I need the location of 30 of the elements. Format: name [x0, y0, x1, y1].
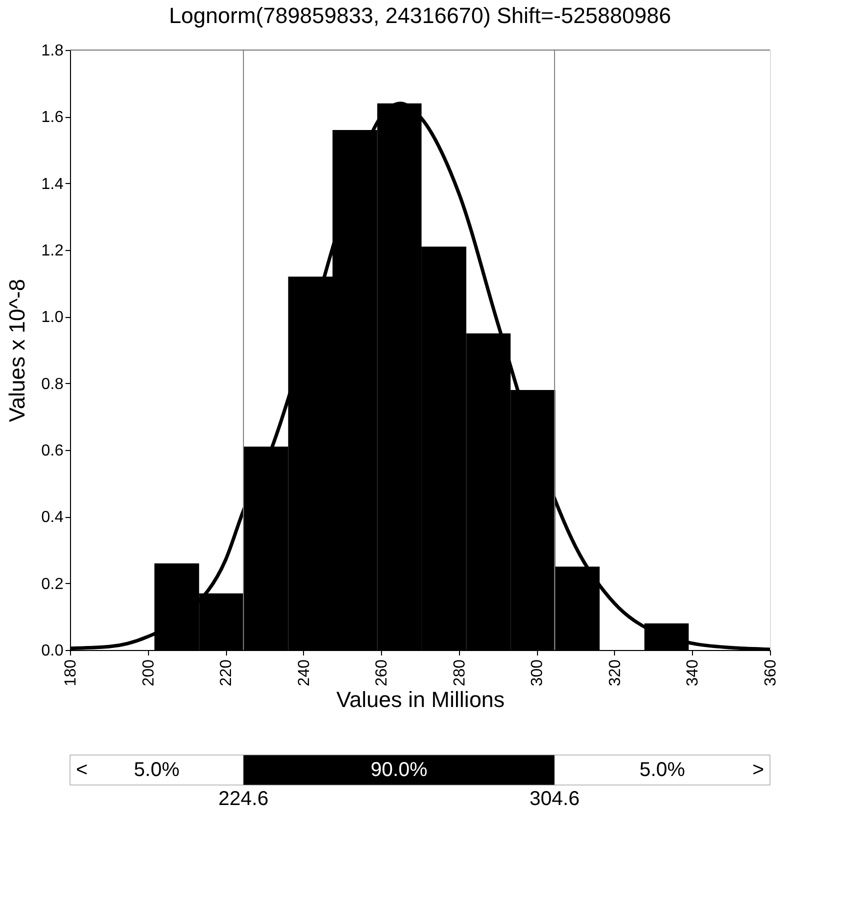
x-tick-label: 200 — [140, 659, 158, 686]
text: 304.6 — [530, 788, 580, 810]
x-tick-label: 220 — [218, 659, 236, 686]
text: 5.0% — [639, 759, 686, 781]
y-tick-label: 0.4 — [41, 509, 64, 526]
text: > — [752, 759, 764, 781]
x-tick-label: 260 — [374, 659, 391, 686]
text: < — [76, 759, 88, 781]
text: 90.0% — [370, 759, 428, 781]
y-tick-label: 0.0 — [41, 642, 64, 660]
y-axis-title: Values x 10^-8 — [4, 278, 30, 422]
y-tick-label: 0.6 — [41, 442, 64, 460]
y-tick-label: 0.2 — [41, 576, 64, 593]
chart-title: Lognorm(789859833, 24316670) Shift=-525880986 — [168, 3, 672, 28]
y-tick-label: 1.6 — [41, 109, 64, 126]
x-tick-label: 240 — [296, 659, 313, 686]
x-tick-label: 180 — [62, 659, 80, 686]
x-tick-label: 320 — [606, 659, 624, 686]
text: 224.6 — [218, 788, 268, 810]
y-tick-label: 1.4 — [41, 176, 64, 193]
x-tick-label: 360 — [762, 659, 780, 686]
x-axis-title: Values in Millions — [336, 687, 505, 712]
y-tick-label: 0.8 — [41, 376, 64, 393]
x-tick-label: 280 — [451, 659, 468, 686]
text: 5.0% — [134, 759, 180, 781]
x-tick-label: 340 — [684, 659, 702, 686]
x-tick-label: 300 — [529, 659, 546, 686]
y-tick-label: 1.8 — [41, 42, 64, 60]
y-tick-label: 1.0 — [41, 309, 64, 326]
y-tick-label: 1.2 — [41, 242, 64, 260]
